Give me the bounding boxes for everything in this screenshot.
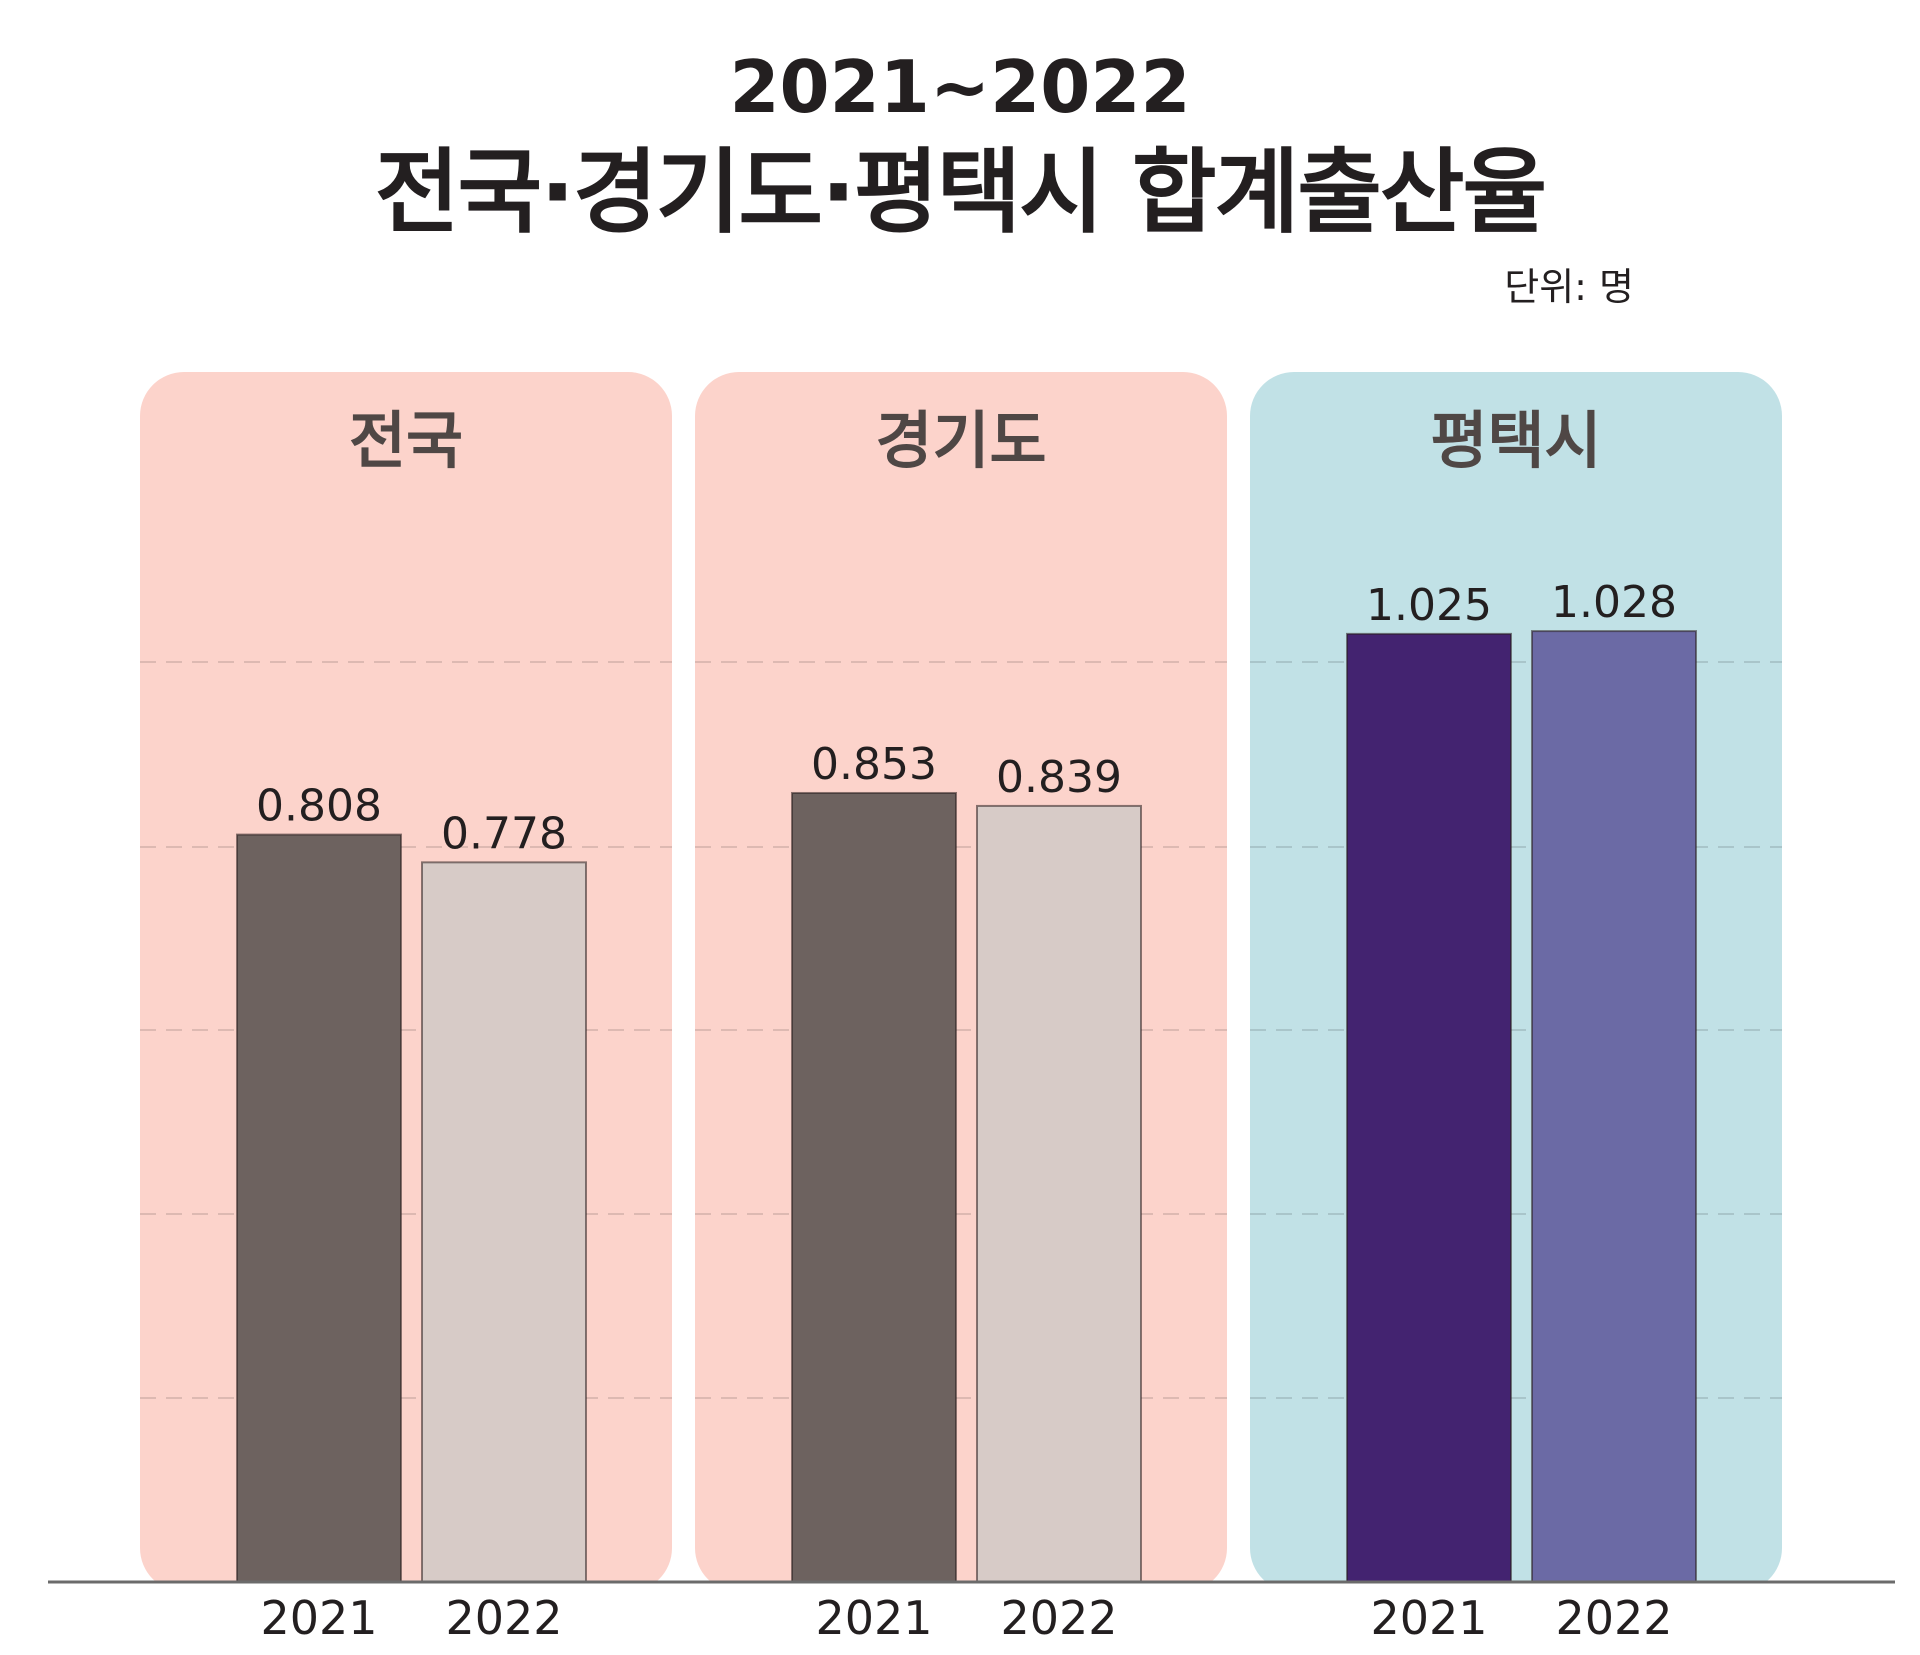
- panel-3: [1250, 372, 1782, 1592]
- data-label: 1.025: [1366, 580, 1492, 631]
- data-label: 0.853: [811, 739, 937, 790]
- x-tick-label: 2021: [260, 1591, 377, 1645]
- bar: [976, 804, 1142, 1583]
- data-label: 0.839: [996, 752, 1122, 803]
- x-tick-label: 2021: [815, 1591, 932, 1645]
- data-label: 0.778: [441, 808, 567, 859]
- bar: [791, 791, 957, 1583]
- chart-title-years: 2021~2022: [729, 45, 1191, 129]
- bar: [1346, 632, 1512, 1583]
- data-label: 1.028: [1551, 577, 1677, 628]
- unit-label: 단위: 명: [1504, 265, 1634, 309]
- panel-1: [140, 372, 672, 1592]
- x-tick-label: 2022: [1000, 1591, 1117, 1645]
- data-label: 0.808: [256, 781, 382, 832]
- chart-title: 전국·경기도·평택시 합계출산율: [374, 139, 1547, 246]
- panel-title: 전국: [349, 404, 463, 477]
- panel-2: [695, 372, 1227, 1592]
- bar: [236, 833, 402, 1583]
- x-tick-label: 2022: [1555, 1591, 1672, 1645]
- panel-title: 경기도: [875, 404, 1046, 477]
- bar: [1531, 630, 1697, 1583]
- x-tick-label: 2022: [445, 1591, 562, 1645]
- below-axis-mask: [0, 1583, 1920, 1655]
- panel-title: 평택시: [1430, 404, 1601, 477]
- x-tick-label: 2021: [1370, 1591, 1487, 1645]
- bar: [421, 861, 587, 1583]
